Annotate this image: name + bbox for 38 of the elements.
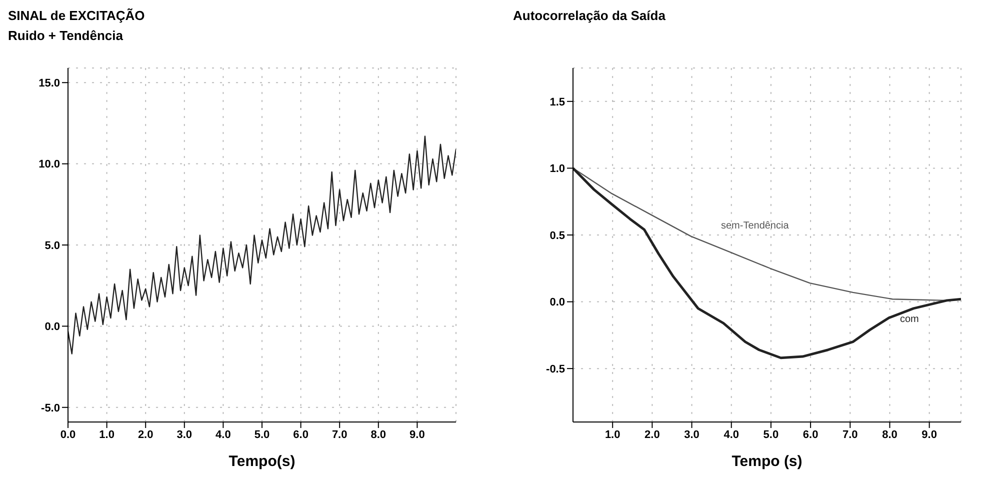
y-tick-label: 15.0 bbox=[38, 78, 60, 90]
chart-title: SINAL de EXCITAÇÃO bbox=[8, 8, 146, 25]
y-tick-label: 10.0 bbox=[38, 158, 60, 171]
chart-title: Autocorrelação da Saída bbox=[513, 8, 666, 25]
x-tick-label: 0.0 bbox=[60, 428, 76, 441]
x-tick-label: 4.0 bbox=[724, 428, 740, 441]
x-tick-label: 6.0 bbox=[802, 428, 818, 441]
x-tick-label: 4.0 bbox=[216, 428, 231, 441]
y-tick-label: -5.0 bbox=[41, 402, 60, 414]
y-tick-label: 0.5 bbox=[550, 230, 565, 242]
y-tick-label: 1.5 bbox=[550, 96, 565, 108]
y-tick-label: 5.0 bbox=[44, 240, 60, 252]
x-tick-label: 2.0 bbox=[138, 428, 154, 441]
y-tick-label: 0.0 bbox=[550, 296, 565, 309]
series-label: com bbox=[900, 314, 919, 325]
series-label: sem-Tendência bbox=[720, 220, 790, 232]
x-tick-label: 8.0 bbox=[370, 428, 386, 441]
x-tick-label: 6.0 bbox=[293, 428, 308, 441]
x-tick-label: 5.0 bbox=[763, 428, 779, 441]
x-tick-label: 1.0 bbox=[99, 428, 114, 441]
x-tick-label: 2.0 bbox=[644, 428, 660, 441]
x-tick-label: 3.0 bbox=[684, 428, 700, 441]
y-tick-label: 1.0 bbox=[550, 163, 565, 176]
x-tick-label: 5.0 bbox=[254, 428, 270, 441]
y-tick-label: 0.0 bbox=[44, 321, 60, 334]
x-tick-label: 9.0 bbox=[410, 428, 425, 441]
chart-subtitle: Ruido + Tendência bbox=[8, 28, 124, 45]
x-tick-label: 9.0 bbox=[922, 428, 937, 441]
line-series bbox=[68, 136, 456, 354]
x-tick-label: 7.0 bbox=[842, 428, 858, 441]
x-tick-label: 3.0 bbox=[176, 428, 192, 441]
x-tick-label: 1.0 bbox=[604, 428, 620, 441]
x-tick-label: 7.0 bbox=[332, 428, 348, 441]
y-tick-label: -0.5 bbox=[546, 363, 565, 376]
line-series bbox=[573, 166, 961, 360]
x-axis-title: Tempo(s) bbox=[228, 453, 296, 470]
x-axis-title: Tempo (s) bbox=[732, 453, 802, 470]
x-tick-label: 8.0 bbox=[882, 428, 898, 441]
